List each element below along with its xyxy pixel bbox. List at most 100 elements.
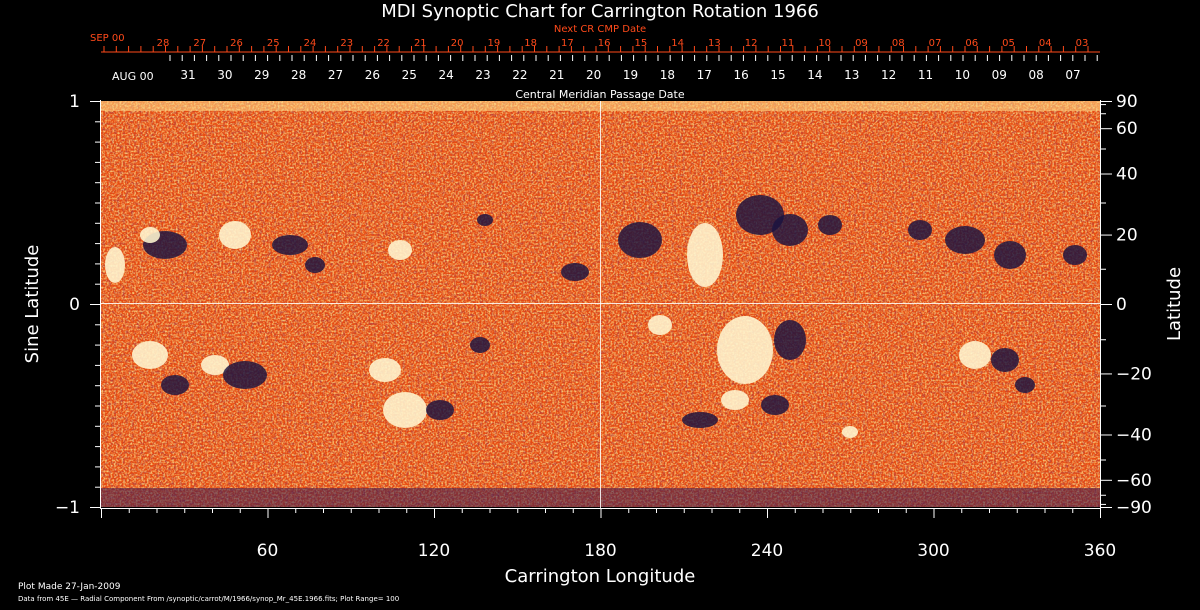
negative-flux-region bbox=[618, 222, 662, 258]
y-axis-right: 90 60 40 20 0 −20 −40 −60 −90 bbox=[1101, 92, 1152, 518]
positive-flux-region bbox=[717, 316, 773, 384]
next-cr-date-label: 12 bbox=[745, 38, 758, 49]
y-right-tick-label: 90 bbox=[1116, 92, 1138, 112]
negative-flux-region bbox=[477, 214, 493, 226]
cmp-date-label: 29 bbox=[254, 68, 269, 82]
y-axis-left-label: Sine Latitude bbox=[22, 245, 43, 364]
x-axis: 60 120 180 240 300 360 bbox=[101, 508, 1116, 561]
next-cr-date-label: 14 bbox=[671, 38, 684, 49]
cmp-date-label: 11 bbox=[918, 68, 933, 82]
y-axis-left: 1 0 −1 bbox=[55, 92, 100, 518]
x-tick-label: 360 bbox=[1084, 541, 1116, 561]
y-left-tick-label: −1 bbox=[55, 498, 80, 518]
next-cr-axis: Next CR CMP Date SEP 00 28 27 26 25 24 23 22 21… bbox=[90, 24, 1100, 53]
cmp-date-label: 22 bbox=[512, 68, 527, 82]
cmp-month-label: AUG 00 bbox=[112, 70, 154, 83]
next-cr-date-label: 05 bbox=[1002, 38, 1015, 49]
positive-flux-region bbox=[959, 341, 991, 369]
cmp-date-label: 13 bbox=[844, 68, 859, 82]
y-left-tick-label: 0 bbox=[69, 295, 80, 315]
next-cr-date-label: 18 bbox=[524, 38, 537, 49]
y-axis-right-label: Latitude bbox=[1164, 267, 1185, 341]
next-cr-date-label: 03 bbox=[1076, 38, 1089, 49]
next-cr-date-label: 20 bbox=[451, 38, 464, 49]
positive-flux-region bbox=[140, 227, 160, 243]
next-cr-date-label: 26 bbox=[230, 38, 243, 49]
next-cr-date-label: 08 bbox=[892, 38, 905, 49]
positive-flux-region bbox=[842, 426, 858, 438]
cmp-date-label: 12 bbox=[881, 68, 896, 82]
cmp-date-label: 30 bbox=[217, 68, 232, 82]
y-right-tick-label: −40 bbox=[1116, 425, 1152, 445]
negative-flux-region bbox=[945, 226, 985, 254]
cmp-date-label: 07 bbox=[1065, 68, 1080, 82]
positive-flux-region bbox=[219, 221, 251, 249]
x-axis-label: Carrington Longitude bbox=[505, 566, 696, 587]
cmp-date-label: 19 bbox=[623, 68, 638, 82]
negative-flux-region bbox=[772, 214, 808, 246]
cmp-date-label: 10 bbox=[955, 68, 970, 82]
cmp-date-label: 18 bbox=[660, 68, 675, 82]
y-right-tick-label: 60 bbox=[1116, 119, 1138, 139]
next-cr-date-label: 21 bbox=[414, 38, 427, 49]
negative-flux-region bbox=[818, 215, 842, 235]
next-cr-date-label: 28 bbox=[157, 38, 170, 49]
next-cr-date-label: 19 bbox=[487, 38, 500, 49]
next-cr-date-label: 07 bbox=[929, 38, 942, 49]
cmp-date-label: 28 bbox=[291, 68, 306, 82]
negative-flux-region bbox=[161, 375, 189, 395]
negative-flux-region bbox=[426, 400, 454, 420]
next-cr-date-label: 22 bbox=[377, 38, 390, 49]
cmp-date-label: 15 bbox=[770, 68, 785, 82]
next-cr-date-label: 13 bbox=[708, 38, 721, 49]
negative-flux-region bbox=[736, 195, 784, 235]
next-cr-date-label: 06 bbox=[965, 38, 978, 49]
positive-flux-region bbox=[105, 247, 125, 283]
y-right-tick-label: 0 bbox=[1116, 295, 1127, 315]
next-cr-date-label: 23 bbox=[340, 38, 353, 49]
x-tick-label: 120 bbox=[418, 541, 450, 561]
negative-flux-region bbox=[994, 241, 1026, 269]
x-tick-label: 300 bbox=[917, 541, 949, 561]
next-cr-date-label: 27 bbox=[193, 38, 206, 49]
y-right-tick-label: 20 bbox=[1116, 226, 1138, 246]
negative-flux-region bbox=[991, 348, 1019, 372]
cmp-date-label: 16 bbox=[733, 68, 748, 82]
next-cr-date-label: 09 bbox=[855, 38, 868, 49]
y-right-tick-label: 40 bbox=[1116, 165, 1138, 185]
x-tick-label: 180 bbox=[584, 541, 616, 561]
next-cr-date-label: 17 bbox=[561, 38, 574, 49]
cmp-date-axis: AUG 00 Central Meridian Passage Date 31 3… bbox=[112, 55, 1098, 101]
cmp-date-label: 08 bbox=[1028, 68, 1043, 82]
negative-flux-region bbox=[774, 320, 806, 360]
next-cr-date-label: 04 bbox=[1039, 38, 1052, 49]
y-right-tick-label: −60 bbox=[1116, 471, 1152, 491]
next-cr-date-label: 15 bbox=[635, 38, 648, 49]
plot-made-note: Plot Made 27-Jan-2009 bbox=[18, 582, 121, 592]
positive-flux-region bbox=[648, 315, 672, 335]
negative-flux-region bbox=[682, 412, 718, 428]
next-cr-axis-label: Next CR CMP Date bbox=[554, 24, 646, 35]
cmp-date-label: 21 bbox=[549, 68, 564, 82]
negative-flux-region bbox=[561, 263, 589, 281]
positive-flux-region bbox=[369, 358, 401, 382]
positive-flux-region bbox=[721, 390, 749, 410]
x-tick-label: 60 bbox=[257, 541, 279, 561]
cmp-date-label: 09 bbox=[992, 68, 1007, 82]
next-cr-date-label: 10 bbox=[818, 38, 831, 49]
next-cr-date-label: 25 bbox=[267, 38, 280, 49]
next-cr-date-label: 16 bbox=[598, 38, 611, 49]
cmp-date-label: 31 bbox=[180, 68, 195, 82]
next-cr-date-label: 11 bbox=[782, 38, 795, 49]
negative-flux-region bbox=[272, 235, 308, 255]
negative-flux-region bbox=[1063, 245, 1087, 265]
data-source-note: Data from 45E — Radial Component From /s… bbox=[18, 595, 399, 603]
next-cr-month-label: SEP 00 bbox=[90, 33, 125, 44]
positive-flux-region bbox=[388, 240, 412, 260]
cmp-date-label: 14 bbox=[807, 68, 822, 82]
x-tick-label: 240 bbox=[751, 541, 783, 561]
next-cr-date-label: 24 bbox=[304, 38, 317, 49]
cmp-date-label: 17 bbox=[697, 68, 712, 82]
cmp-date-label: 23 bbox=[475, 68, 490, 82]
